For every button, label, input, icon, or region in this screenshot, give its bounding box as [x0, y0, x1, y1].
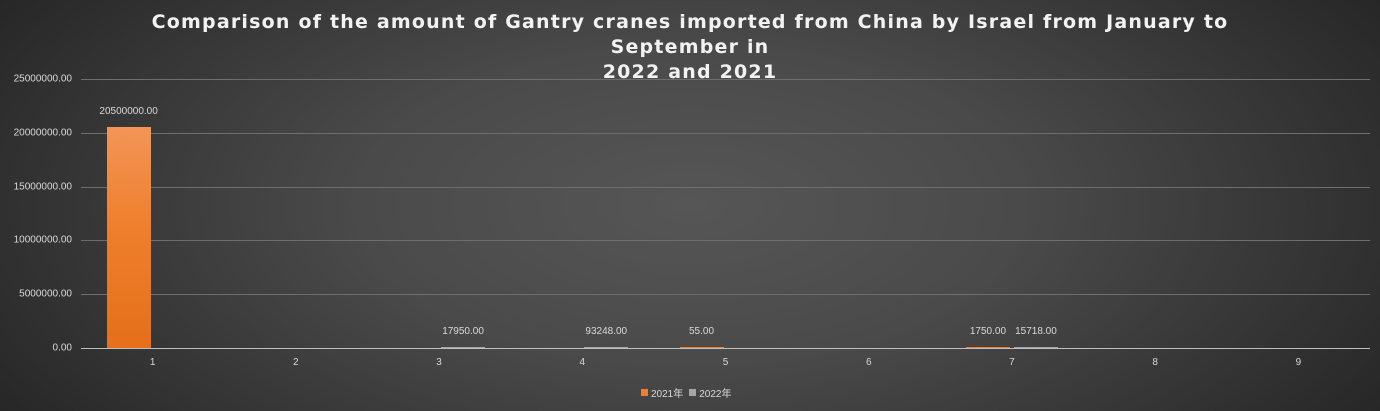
legend-swatch-2021: [641, 389, 648, 396]
y-tick-label: 10000000.00: [13, 234, 72, 246]
x-tick-label: 6: [865, 357, 872, 368]
data-label: 15718.00: [1015, 326, 1057, 337]
data-label: 55.00: [688, 326, 715, 337]
x-tick-label: 4: [579, 357, 586, 368]
x-tick-label: 1: [149, 357, 156, 368]
chart-title: Comparison of the amount of Gantry crane…: [140, 10, 1240, 85]
y-tick-label: 5000000.00: [19, 288, 72, 300]
x-tick-label: 5: [722, 357, 729, 368]
bar-s2021-cat-7: [965, 347, 1010, 348]
bar-s2021-cat-1: [106, 127, 151, 348]
legend-item-2022: 2022年: [689, 385, 732, 400]
data-label: 17950.00: [442, 326, 484, 337]
bar-s2021-cat-5: [679, 347, 724, 348]
x-tick-label: 8: [1152, 357, 1158, 368]
gridline: [81, 132, 1370, 134]
y-tick-label: 20000000.00: [13, 127, 72, 139]
gridline: [81, 186, 1370, 188]
bar-s2022-cat-7: [1013, 347, 1058, 348]
data-label: 93248.00: [585, 325, 628, 337]
legend: 2021年 2022年: [641, 385, 732, 400]
bar-s2022-cat-3: [441, 347, 486, 348]
data-label: 20500000.00: [99, 106, 158, 118]
y-tick-label: 25000000.00: [13, 73, 72, 85]
legend-label-2022: 2022年: [699, 389, 732, 400]
x-tick-label: 9: [1295, 357, 1302, 368]
chart-title-line-2: 2022 and 2021: [602, 61, 778, 83]
legend-swatch-2022: [689, 389, 697, 396]
plot-area: [81, 79, 1370, 349]
gridline: [81, 79, 1370, 80]
bar-s2022-cat-4: [584, 347, 629, 348]
x-tick-label: 7: [1009, 357, 1015, 368]
x-axis-line: [81, 348, 1370, 349]
y-tick-label: 0.00: [52, 342, 72, 354]
data-label: 1750.00: [969, 326, 1007, 337]
legend-item-2021: 2021年: [641, 385, 683, 400]
y-tick-label: 15000000.00: [13, 181, 72, 193]
gridline: [81, 240, 1370, 242]
legend-label-2021: 2021年: [651, 389, 684, 400]
chart-title-line-1: Comparison of the amount of Gantry crane…: [151, 11, 1229, 58]
x-tick-label: 2: [293, 357, 299, 368]
gridline: [81, 294, 1370, 296]
x-tick-label: 3: [436, 357, 442, 368]
